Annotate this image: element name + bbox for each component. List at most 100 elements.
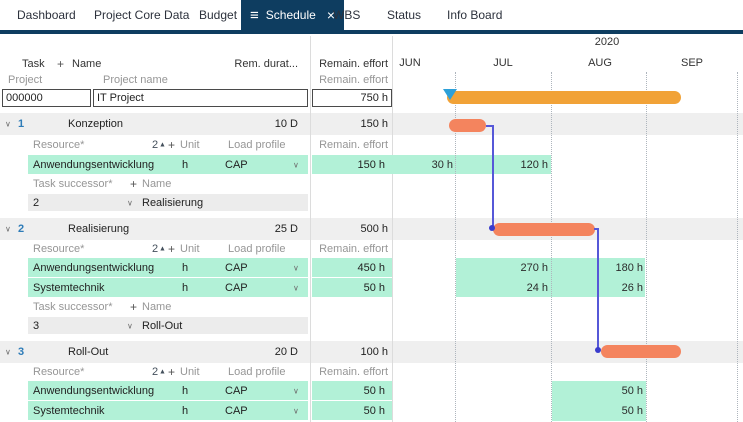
load-profile-column-label: Load profile	[228, 366, 286, 378]
chevron-down-icon[interactable]: ∨	[293, 283, 299, 293]
chevron-down-icon[interactable]: ∨	[127, 198, 133, 208]
project-name-label: Project name	[103, 74, 168, 86]
successor-name-cell[interactable]: Realisierung	[142, 197, 204, 209]
resource-count: 2	[152, 243, 159, 255]
add-successor-button[interactable]: +	[130, 300, 138, 314]
tab-schedule[interactable]: ≡ Schedule ×	[241, 0, 344, 30]
tab-status[interactable]: Status	[387, 0, 421, 30]
task-gantt-bar-rollout[interactable]	[601, 345, 681, 358]
schedule-grid: Task + Name Rem. durat... Remain. effort…	[0, 34, 743, 422]
task-effort-cell[interactable]: 150 h	[360, 118, 388, 130]
resource-count: 2	[152, 139, 159, 151]
load-profile-cell[interactable]: CAP	[225, 159, 248, 171]
resource-row: Anwendungsentwicklung h CAP ∨ 150 h	[0, 155, 743, 175]
remain-effort-column-label: Remain. effort	[319, 139, 388, 151]
project-id-input[interactable]	[2, 89, 91, 107]
task-duration-cell[interactable]: 10 D	[274, 118, 298, 130]
chevron-down-icon[interactable]: ∨	[5, 224, 11, 234]
unit-column-label: Unit	[180, 243, 200, 255]
task-effort-cell[interactable]: 100 h	[360, 346, 388, 358]
resource-name-cell[interactable]: Anwendungsentwicklung	[33, 262, 155, 274]
tab-label: Budget	[199, 8, 238, 22]
successor-number-cell[interactable]: 2	[33, 197, 40, 209]
task-duration-cell[interactable]: 25 D	[274, 223, 298, 235]
successor-number-cell[interactable]: 3	[33, 320, 40, 332]
task-row-rollout[interactable]: ∨ 3 Roll-Out 20 D 100 h	[0, 341, 743, 363]
successor-header-row: Task successor* + Name	[0, 298, 743, 316]
resource-effort-cell[interactable]: 450 h	[357, 262, 385, 274]
load-profile-cell[interactable]: CAP	[225, 405, 248, 417]
resource-unit-cell[interactable]: h	[182, 385, 189, 397]
successor-header-row: Task successor* + Name	[0, 175, 743, 193]
tab-label: Status	[387, 8, 422, 22]
chevron-down-icon[interactable]: ∨	[127, 321, 133, 331]
task-gantt-bar-realisierung[interactable]	[493, 223, 595, 236]
task-number: 2	[18, 223, 25, 235]
load-profile-cell[interactable]: CAP	[225, 385, 248, 397]
load-profile-cell[interactable]: CAP	[225, 262, 248, 274]
resource-unit-cell[interactable]: h	[182, 262, 189, 274]
header-year-row	[0, 34, 743, 56]
resource-effort-band	[312, 401, 392, 420]
task-effort-cell[interactable]: 500 h	[360, 223, 388, 235]
chevron-down-icon[interactable]: ∨	[293, 406, 299, 416]
project-start-marker-icon[interactable]	[443, 89, 457, 100]
successor-row: 3 ∨ Roll-Out	[0, 316, 743, 336]
resource-header-row: Resource* 2 ▲ + Unit Load profile Remain…	[0, 135, 743, 155]
resource-name-cell[interactable]: Anwendungsentwicklung	[33, 385, 155, 397]
tab-label: Schedule	[265, 8, 316, 22]
successor-name-cell[interactable]: Roll-Out	[142, 320, 183, 332]
chevron-down-icon[interactable]: ∨	[5, 347, 11, 357]
resource-effort-cell[interactable]: 50 h	[363, 405, 385, 417]
resource-effort-cell[interactable]: 50 h	[363, 385, 385, 397]
resource-row: Systemtechnik h CAP ∨ 50 h	[0, 278, 743, 298]
task-duration-cell[interactable]: 20 D	[274, 346, 298, 358]
resource-name-cell[interactable]: Systemtechnik	[33, 405, 105, 417]
tab-info-board[interactable]: Info Board	[447, 0, 502, 30]
resource-row: Systemtechnik h CAP ∨ 50 h	[0, 401, 743, 421]
chevron-down-icon[interactable]: ∨	[293, 263, 299, 273]
resource-effort-cell[interactable]: 150 h	[357, 159, 385, 171]
menu-icon[interactable]: ≡	[250, 6, 259, 24]
task-successor-label: Task successor*	[33, 301, 113, 313]
col-name-label: Name	[72, 58, 102, 70]
tab-label: Info Board	[447, 8, 503, 22]
task-name-cell[interactable]: Realisierung	[68, 223, 130, 235]
task-name-cell[interactable]: Konzeption	[68, 118, 124, 130]
close-icon[interactable]: ×	[326, 7, 335, 23]
chevron-down-icon[interactable]: ∨	[5, 119, 11, 129]
col-task-label: Task	[22, 58, 45, 70]
tab-budget[interactable]: Budget	[199, 0, 237, 30]
task-row-realisierung[interactable]: ∨ 2 Realisierung 25 D 500 h	[0, 218, 743, 240]
tab-project-core-data[interactable]: Project Core Data	[94, 0, 189, 30]
remain-effort-column-label: Remain. effort	[319, 366, 388, 378]
project-gantt-bar[interactable]	[447, 91, 681, 104]
resource-name-cell[interactable]: Anwendungsentwicklung	[33, 159, 155, 171]
chevron-down-icon[interactable]: ∨	[293, 386, 299, 396]
resource-unit-cell[interactable]: h	[182, 282, 189, 294]
task-gantt-bar-konzeption[interactable]	[449, 119, 486, 132]
resource-unit-cell[interactable]: h	[182, 405, 189, 417]
chevron-down-icon[interactable]: ∨	[293, 160, 299, 170]
add-resource-button[interactable]: +	[168, 138, 176, 152]
task-name-cell[interactable]: Roll-Out	[68, 346, 109, 358]
task-number: 3	[18, 346, 25, 358]
add-resource-button[interactable]: +	[168, 365, 176, 379]
sort-asc-icon[interactable]: ▲	[159, 141, 166, 149]
add-successor-button[interactable]: +	[130, 177, 138, 191]
project-name-input[interactable]	[93, 89, 308, 107]
resource-unit-cell[interactable]: h	[182, 159, 189, 171]
resource-name-cell[interactable]: Systemtechnik	[33, 282, 105, 294]
load-profile-cell[interactable]: CAP	[225, 282, 248, 294]
add-task-button[interactable]: +	[57, 57, 65, 71]
tab-dashboard[interactable]: Dashboard	[17, 0, 76, 30]
sort-asc-icon[interactable]: ▲	[159, 368, 166, 376]
task-row-konzeption[interactable]: ∨ 1 Konzeption 10 D 150 h	[0, 113, 743, 135]
add-resource-button[interactable]: +	[168, 242, 176, 256]
project-effort-input[interactable]	[312, 89, 392, 107]
tab-wbs[interactable]: WBS	[333, 0, 360, 30]
sort-asc-icon[interactable]: ▲	[159, 245, 166, 253]
resource-effort-cell[interactable]: 50 h	[363, 282, 385, 294]
resource-header-row: Resource* 2 ▲ + Unit Load profile Remain…	[0, 363, 743, 381]
